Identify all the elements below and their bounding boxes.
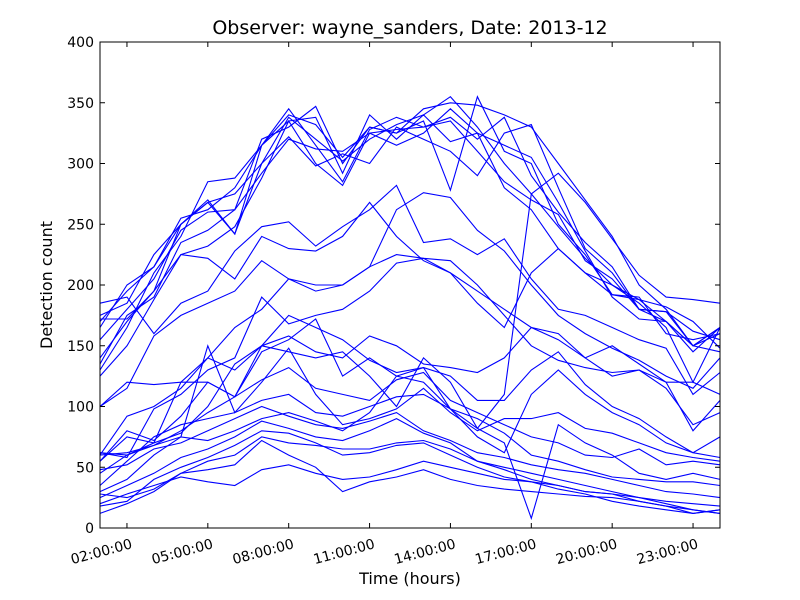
series-line-26 <box>99 405 721 499</box>
y-tick-label-5: 200 <box>67 278 94 294</box>
series-layer <box>99 95 721 521</box>
series-line-6 <box>99 108 721 365</box>
series-line-16 <box>99 314 721 456</box>
series-line-11 <box>99 192 721 407</box>
series-line-24 <box>99 439 721 514</box>
y-tick-label-8: 350 <box>67 96 94 112</box>
series-line-12 <box>99 172 721 456</box>
y-tick-label-6: 250 <box>67 217 94 233</box>
series-line-23 <box>99 436 721 514</box>
y-axis: 0 50 100 150 200 250 300 350 400 <box>67 35 720 537</box>
series-line-19 <box>99 366 721 474</box>
series-line-10 <box>99 201 721 384</box>
series-line-21 <box>99 375 721 521</box>
y-tick-label-1: 0 <box>85 521 94 537</box>
series-line-15 <box>99 326 721 462</box>
series-line-3 <box>99 107 721 371</box>
series-line-9 <box>99 184 721 396</box>
series-line-27 <box>99 460 721 514</box>
series-line-14 <box>99 257 721 459</box>
x-axis-label: Time (hours) <box>358 569 461 588</box>
series-line-18 <box>99 344 721 493</box>
chart-title: Observer: wayne_sanders, Date: 2013-12 <box>212 17 607 39</box>
y-tick-label-9: 400 <box>67 35 94 51</box>
y-tick-label-4: 150 <box>67 339 94 355</box>
series-line-22 <box>99 417 721 507</box>
series-line-20 <box>99 393 721 487</box>
y-tick-label-2: 50 <box>76 460 94 476</box>
series-line-8 <box>100 113 721 353</box>
series-line-5 <box>99 123 721 347</box>
series-line-7 <box>99 119 721 377</box>
series-line-25 <box>99 430 721 514</box>
series-line-17 <box>99 318 721 462</box>
y-axis-label: Detection count <box>37 221 56 349</box>
y-tick-label-3: 100 <box>67 400 94 416</box>
y-tick-label-7: 300 <box>67 157 94 173</box>
